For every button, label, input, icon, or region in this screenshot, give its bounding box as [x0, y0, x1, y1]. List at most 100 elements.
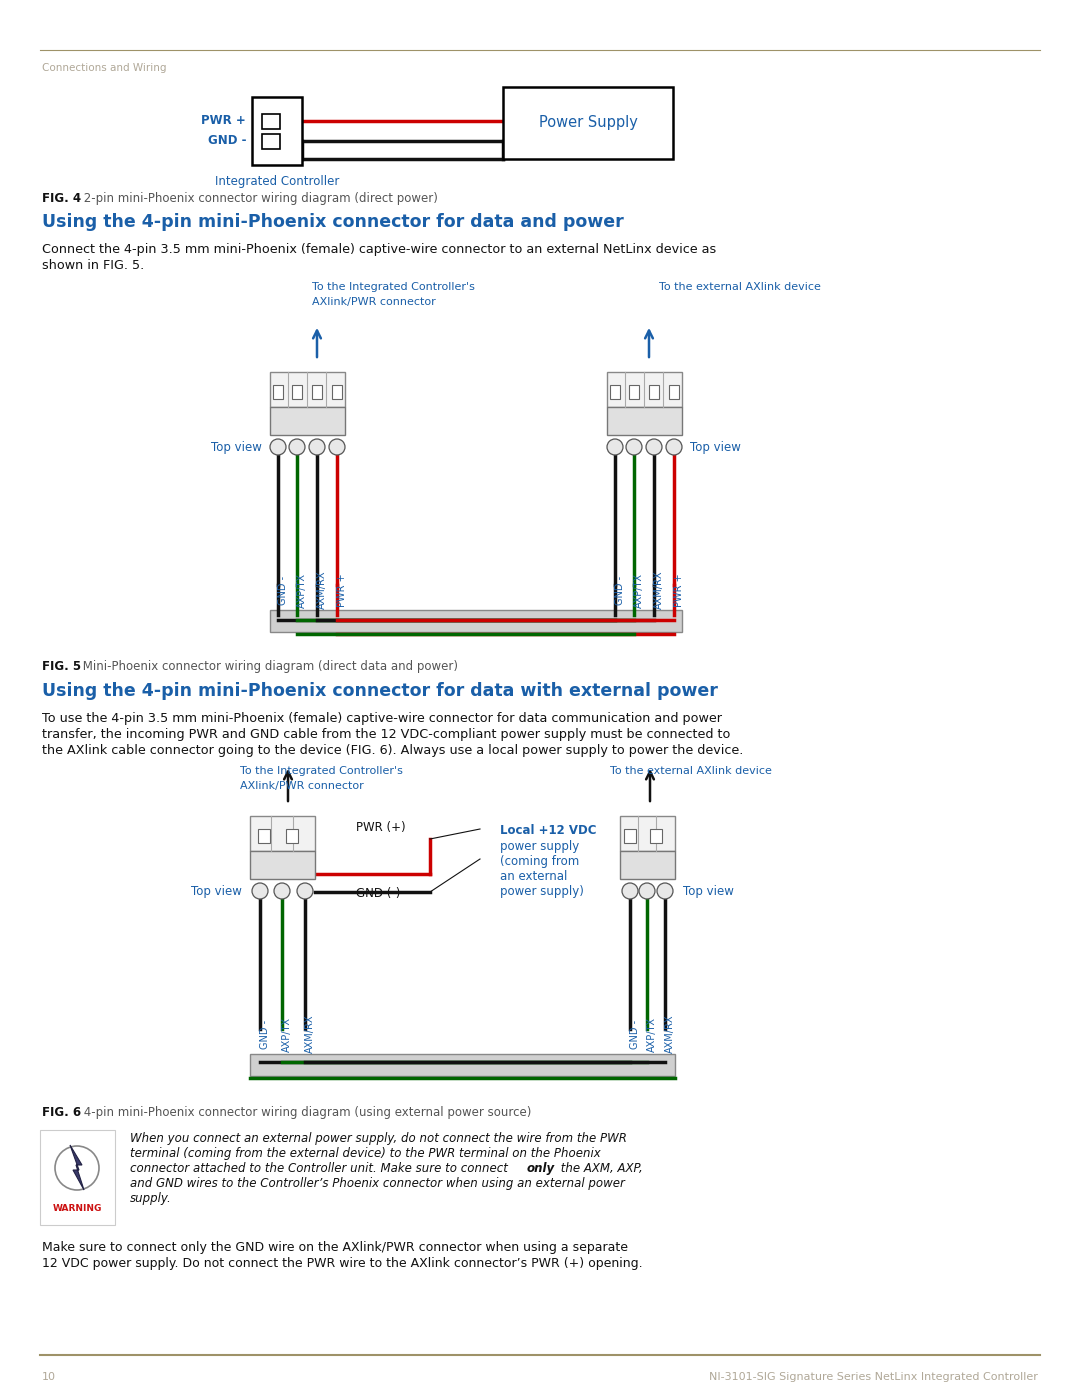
Circle shape [657, 883, 673, 900]
Bar [610, 386, 620, 400]
Bar [503, 87, 673, 159]
Text: Connections and Wiring: Connections and Wiring [42, 63, 166, 73]
Text: GND -: GND - [615, 576, 625, 605]
Text: 10: 10 [42, 1372, 56, 1382]
Text: only: only [527, 1162, 555, 1175]
Bar [312, 386, 322, 400]
Bar [270, 610, 681, 631]
Text: Top view: Top view [690, 440, 741, 454]
Text: GND -: GND - [207, 134, 246, 148]
Circle shape [639, 883, 654, 900]
Text: 12 VDC power supply. Do not connect the PWR wire to the AXlink connector’s PWR (: 12 VDC power supply. Do not connect the … [42, 1257, 643, 1270]
Bar [262, 115, 280, 129]
Bar [252, 96, 302, 165]
Bar [249, 816, 315, 851]
Text: an external: an external [500, 870, 567, 883]
Text: GND (-): GND (-) [356, 887, 401, 901]
Text: connector attached to the Controller unit. Make sure to connect: connector attached to the Controller uni… [130, 1162, 512, 1175]
Text: FIG. 5: FIG. 5 [42, 659, 81, 673]
Text: When you connect an external power supply, do not connect the wire from the PWR: When you connect an external power suppl… [130, 1132, 626, 1146]
Text: power supply: power supply [500, 840, 579, 854]
Circle shape [297, 883, 313, 900]
Text: NI-3101-SIG Signature Series NetLinx Integrated Controller: NI-3101-SIG Signature Series NetLinx Int… [710, 1372, 1038, 1382]
Circle shape [252, 883, 268, 900]
Circle shape [329, 439, 345, 455]
Bar [650, 828, 662, 842]
Circle shape [626, 439, 642, 455]
Circle shape [607, 439, 623, 455]
Text: Power Supply: Power Supply [539, 116, 637, 130]
Circle shape [666, 439, 681, 455]
Text: AXP/TX: AXP/TX [297, 573, 307, 608]
Text: To use the 4-pin 3.5 mm mini-Phoenix (female) captive-wire connector for data co: To use the 4-pin 3.5 mm mini-Phoenix (fe… [42, 712, 723, 725]
Text: Local +12 VDC: Local +12 VDC [500, 824, 596, 837]
Text: PWR +: PWR + [337, 573, 347, 606]
Circle shape [622, 883, 638, 900]
Text: Integrated Controller: Integrated Controller [215, 175, 339, 189]
Text: the AXM, AXP,: the AXM, AXP, [557, 1162, 643, 1175]
Text: AXlink/PWR connector: AXlink/PWR connector [312, 298, 435, 307]
Text: To the Integrated Controller's: To the Integrated Controller's [240, 766, 403, 775]
Circle shape [646, 439, 662, 455]
Bar [258, 828, 270, 842]
Text: AXP/TX: AXP/TX [647, 1017, 657, 1052]
Bar [286, 828, 298, 842]
Bar [292, 386, 302, 400]
Text: FIG. 6: FIG. 6 [42, 1106, 81, 1119]
Bar [607, 372, 681, 407]
Text: AXP/TX: AXP/TX [282, 1017, 292, 1052]
Text: FIG. 4: FIG. 4 [42, 191, 81, 205]
Text: 4-pin mini-Phoenix connector wiring diagram (using external power source): 4-pin mini-Phoenix connector wiring diag… [80, 1106, 531, 1119]
Bar [40, 1130, 114, 1225]
Text: Using the 4-pin mini-Phoenix connector for data and power: Using the 4-pin mini-Phoenix connector f… [42, 212, 624, 231]
Text: AXM/RX: AXM/RX [305, 1014, 315, 1053]
Text: AXM/RX: AXM/RX [654, 571, 664, 609]
Bar [270, 407, 345, 434]
Text: Mini-Phoenix connector wiring diagram (direct data and power): Mini-Phoenix connector wiring diagram (d… [79, 659, 458, 673]
Bar [649, 386, 659, 400]
Text: (coming from: (coming from [500, 855, 579, 868]
Text: GND -: GND - [278, 576, 288, 605]
Text: Make sure to connect only the GND wire on the AXlink/PWR connector when using a : Make sure to connect only the GND wire o… [42, 1241, 627, 1255]
Text: AXM/RX: AXM/RX [318, 571, 327, 609]
Text: GND -: GND - [630, 1020, 640, 1049]
Text: terminal (coming from the external device) to the PWR terminal on the Phoenix: terminal (coming from the external devic… [130, 1147, 600, 1160]
Text: power supply): power supply) [500, 886, 584, 898]
Text: Using the 4-pin mini-Phoenix connector for data with external power: Using the 4-pin mini-Phoenix connector f… [42, 682, 718, 700]
Circle shape [309, 439, 325, 455]
Bar [249, 851, 315, 879]
Text: transfer, the incoming PWR and GND cable from the 12 VDC-compliant power supply : transfer, the incoming PWR and GND cable… [42, 728, 730, 740]
Text: 2-pin mini-Phoenix connector wiring diagram (direct power): 2-pin mini-Phoenix connector wiring diag… [80, 191, 437, 205]
Text: PWR (+): PWR (+) [356, 821, 406, 834]
Text: To the Integrated Controller's: To the Integrated Controller's [312, 282, 475, 292]
Bar [669, 386, 679, 400]
Text: AXM/RX: AXM/RX [665, 1014, 675, 1053]
Polygon shape [70, 1146, 84, 1190]
Text: GND -: GND - [260, 1020, 270, 1049]
Bar [249, 1053, 675, 1076]
Circle shape [289, 439, 305, 455]
Bar [624, 828, 636, 842]
Circle shape [55, 1146, 99, 1190]
Circle shape [274, 883, 291, 900]
Text: Top view: Top view [211, 440, 262, 454]
Text: the AXlink cable connector going to the device (FIG. 6). Always use a local powe: the AXlink cable connector going to the … [42, 745, 743, 757]
Text: shown in FIG. 5.: shown in FIG. 5. [42, 258, 145, 272]
Text: To the external AXlink device: To the external AXlink device [610, 766, 772, 775]
Circle shape [270, 439, 286, 455]
Text: WARNING: WARNING [52, 1204, 102, 1213]
Bar [620, 816, 675, 851]
Text: PWR +: PWR + [674, 573, 684, 606]
Bar [262, 134, 280, 149]
Text: AXlink/PWR connector: AXlink/PWR connector [240, 781, 364, 791]
Text: and GND wires to the Controller’s Phoenix connector when using an external power: and GND wires to the Controller’s Phoeni… [130, 1178, 625, 1190]
Text: supply.: supply. [130, 1192, 172, 1206]
Text: PWR +: PWR + [201, 115, 246, 127]
Bar [270, 372, 345, 407]
Text: Top view: Top view [191, 884, 242, 897]
Text: Connect the 4-pin 3.5 mm mini-Phoenix (female) captive-wire connector to an exte: Connect the 4-pin 3.5 mm mini-Phoenix (f… [42, 243, 716, 256]
Bar [620, 851, 675, 879]
Text: AXP/TX: AXP/TX [634, 573, 644, 608]
Bar [273, 386, 283, 400]
Bar [607, 407, 681, 434]
